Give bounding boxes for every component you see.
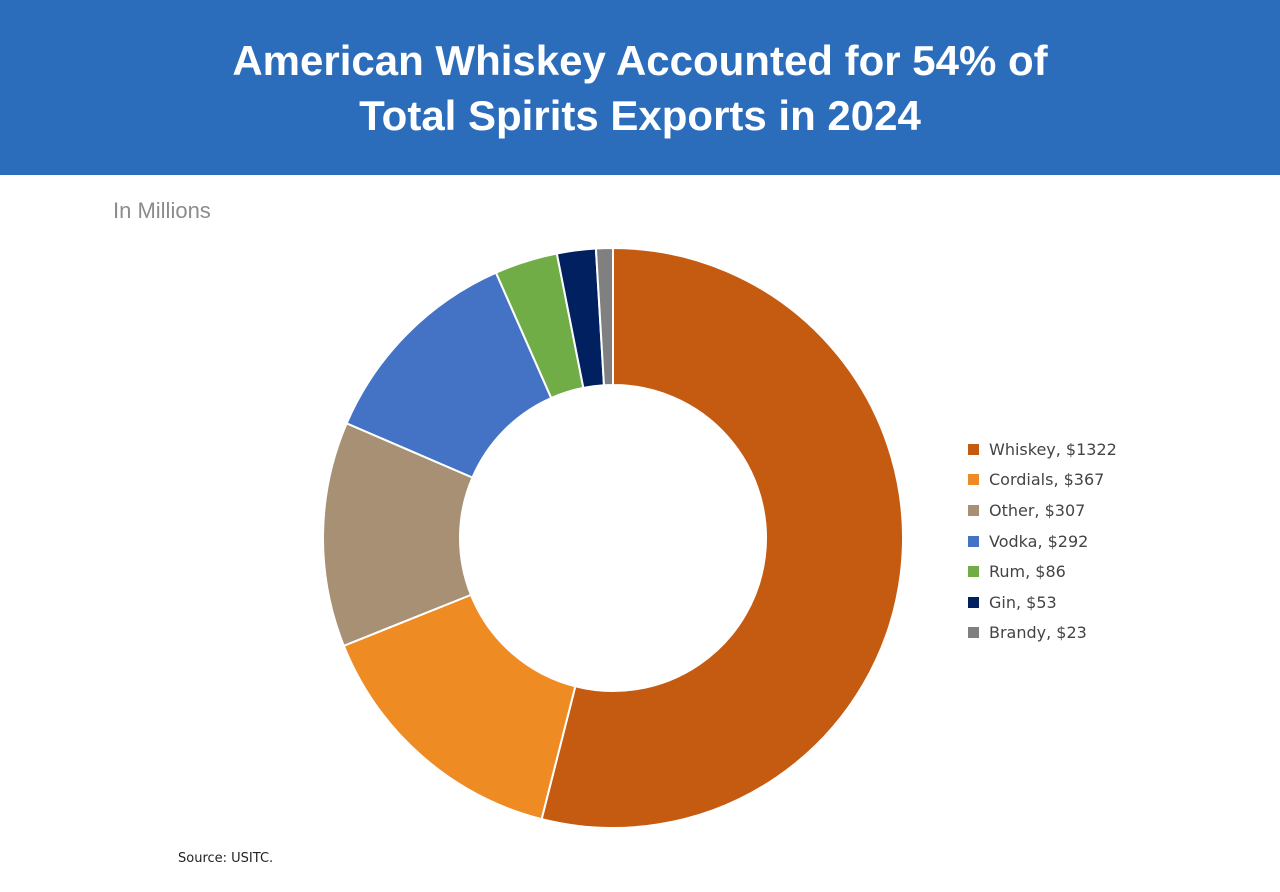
legend-item-whiskey: Whiskey, $1322	[968, 434, 1117, 465]
title-banner: American Whiskey Accounted for 54% of To…	[0, 0, 1280, 175]
legend-label-other: Other, $307	[989, 500, 1086, 520]
legend-swatch-whiskey	[968, 443, 979, 455]
legend-item-gin: Gin, $53	[968, 587, 1117, 618]
legend-swatch-cordials	[968, 474, 979, 486]
legend-item-brandy: Brandy, $23	[968, 618, 1117, 649]
chart-legend: Whiskey, $1322 Cordials, $367 Other, $30…	[968, 434, 1117, 648]
legend-label-vodka: Vodka, $292	[989, 531, 1089, 551]
legend-label-whiskey: Whiskey, $1322	[989, 439, 1117, 459]
legend-swatch-other	[968, 504, 979, 516]
donut-slice-other	[322, 422, 474, 648]
legend-label-brandy: Brandy, $23	[989, 623, 1087, 643]
source-note: Source: USITC.	[178, 851, 274, 866]
chart-title-line-1: American Whiskey Accounted for 54% of	[232, 36, 1048, 84]
legend-item-vodka: Vodka, $292	[968, 526, 1117, 557]
donut-slice-cordials	[342, 593, 577, 821]
legend-item-rum: Rum, $86	[968, 556, 1117, 587]
chart-subtitle: In Millions	[113, 198, 211, 223]
legend-item-cordials: Cordials, $367	[968, 465, 1117, 496]
donut-slice-whiskey	[540, 246, 904, 829]
legend-item-other: Other, $307	[968, 495, 1117, 526]
legend-label-gin: Gin, $53	[989, 592, 1057, 612]
legend-swatch-brandy	[968, 627, 979, 639]
legend-swatch-rum	[968, 566, 979, 578]
legend-swatch-gin	[968, 596, 979, 608]
chart-title-line-2: Total Spirits Exports in 2024	[359, 91, 921, 139]
legend-swatch-vodka	[968, 535, 979, 547]
donut-slice-brandy	[594, 246, 614, 387]
legend-label-rum: Rum, $86	[989, 562, 1066, 582]
legend-label-cordials: Cordials, $367	[989, 470, 1105, 490]
